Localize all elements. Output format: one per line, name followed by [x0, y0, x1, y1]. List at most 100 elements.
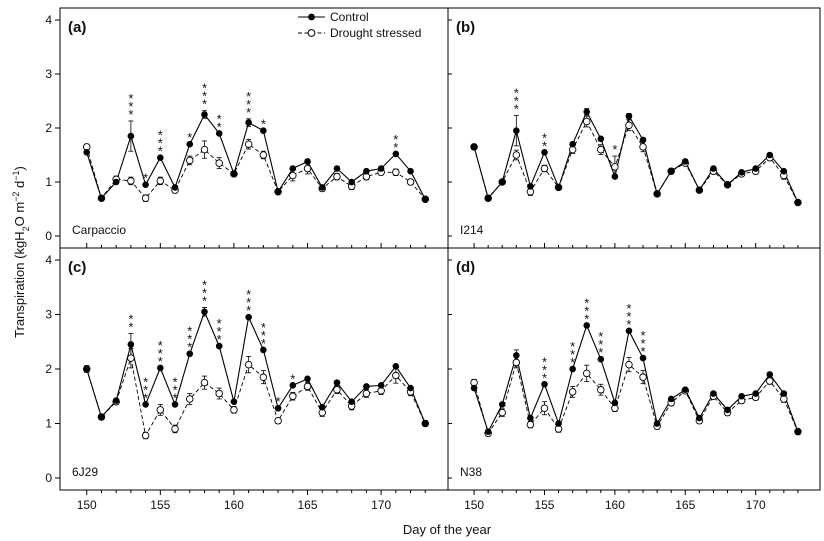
significance-mark: * * * — [514, 86, 519, 117]
point-control — [724, 181, 731, 188]
point-drought — [215, 389, 223, 398]
y-tick-label: 2 — [45, 362, 52, 376]
point-drought — [392, 168, 400, 177]
point-control — [653, 190, 661, 198]
point-control — [289, 382, 297, 389]
y-axis-label-mid: O m — [12, 202, 27, 227]
point-drought — [156, 406, 165, 414]
x-tick-label: 160 — [605, 498, 625, 512]
point-drought — [512, 358, 521, 367]
point-drought — [639, 373, 647, 381]
y-axis-label-sup2: −1 — [11, 170, 21, 180]
point-control — [215, 130, 223, 137]
point-control — [625, 112, 633, 120]
y-tick-label: 1 — [45, 175, 52, 189]
point-control — [484, 428, 492, 435]
significance-mark: * * * — [158, 128, 163, 159]
y-axis-label-mid2: d — [12, 181, 27, 192]
series-line-control — [86, 113, 426, 200]
point-drought — [244, 140, 253, 148]
panel-letter: (d) — [456, 259, 475, 276]
significance-mark: * * — [542, 130, 547, 153]
x-tick-label: 160 — [224, 498, 244, 512]
point-drought — [200, 378, 209, 387]
point-drought — [171, 425, 179, 433]
point-control — [421, 420, 429, 427]
significance-mark: * — [143, 171, 148, 186]
point-control — [724, 406, 731, 414]
point-control — [127, 341, 135, 348]
point-drought — [127, 354, 135, 362]
point-drought — [597, 385, 605, 394]
point-drought — [259, 151, 268, 159]
point-control — [142, 181, 149, 188]
point-drought — [127, 177, 135, 185]
point-control — [639, 136, 647, 144]
point-control — [696, 186, 703, 194]
point-control — [157, 154, 164, 161]
point-control — [363, 167, 370, 175]
series-line-control — [86, 310, 426, 424]
panel-frame — [447, 7, 821, 249]
significance-mark: * * * — [584, 295, 589, 326]
point-control — [186, 350, 194, 358]
point-drought — [141, 431, 150, 440]
point-control — [83, 365, 91, 373]
point-control — [470, 384, 478, 392]
point-control — [597, 135, 605, 143]
x-tick-label: 170 — [746, 498, 766, 512]
series-line-control — [473, 323, 799, 434]
point-control — [681, 386, 689, 394]
series-line-drought — [473, 362, 799, 435]
point-control — [513, 127, 520, 134]
y-tick-label: 4 — [45, 13, 52, 27]
significance-mark: * * * — [246, 287, 251, 318]
point-control — [667, 395, 675, 403]
point-control — [392, 150, 400, 158]
point-control — [752, 390, 759, 397]
x-tick-label: 150 — [77, 498, 97, 512]
point-control — [780, 167, 788, 175]
point-control — [569, 365, 576, 373]
y-axis-label-end: ) — [12, 166, 27, 170]
point-control — [289, 165, 297, 172]
point-control — [112, 178, 120, 186]
series-line-drought — [473, 120, 799, 203]
cultivar-label: N38 — [460, 465, 482, 479]
point-control — [498, 401, 506, 408]
y-tick-label: 4 — [45, 253, 52, 267]
point-control — [348, 178, 355, 186]
point-drought — [362, 389, 371, 398]
point-control — [780, 390, 788, 397]
point-drought — [625, 360, 633, 369]
significance-mark: * * — [217, 111, 222, 134]
point-control — [127, 132, 135, 140]
point-control — [527, 183, 534, 190]
legend: Control Drought stressed — [298, 10, 421, 40]
point-control — [639, 354, 647, 362]
panel-letter: (c) — [68, 259, 86, 276]
point-control — [667, 167, 675, 175]
y-tick-label: 3 — [45, 67, 52, 81]
y-axis-label-sub: 2 — [21, 226, 31, 231]
x-tick-label: 165 — [298, 498, 318, 512]
point-control — [794, 428, 802, 435]
point-control — [304, 158, 311, 165]
point-control — [583, 108, 591, 116]
point-control — [611, 399, 619, 407]
point-control — [363, 383, 370, 390]
panel-d: 150 155 160 165 170 (d) N38 * * * * * * * * * * * * * * * * * * — [447, 247, 821, 512]
significance-mark: * * * — [202, 81, 207, 112]
point-drought — [215, 159, 223, 167]
point-drought — [611, 163, 619, 171]
point-control — [171, 184, 179, 191]
significance-mark: * * * — [626, 301, 631, 332]
significance-mark: * — [612, 142, 617, 157]
significance-mark: * * * — [570, 339, 575, 370]
point-drought — [289, 392, 297, 401]
point-control — [333, 379, 341, 386]
point-drought — [289, 171, 297, 180]
significance-mark: * * * — [187, 324, 192, 355]
significance-mark: * * * — [128, 91, 133, 122]
